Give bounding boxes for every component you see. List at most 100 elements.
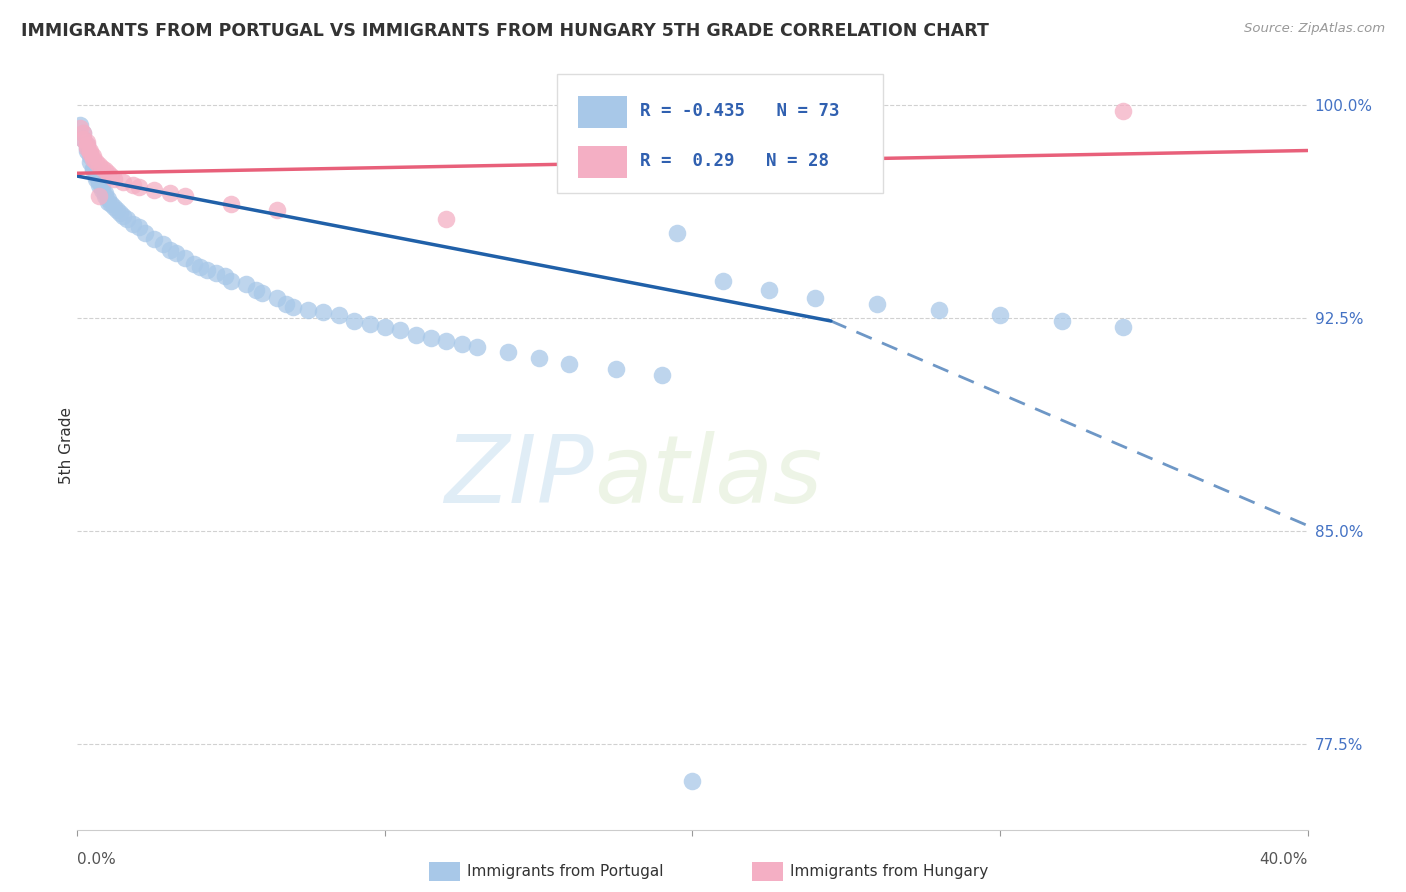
Point: [121, 218, 143, 232]
Text: Immigrants from Portugal: Immigrants from Portugal: [467, 864, 664, 879]
Point: [76, 135, 98, 149]
Point: [159, 186, 181, 201]
Point: [436, 334, 458, 348]
Point: [72, 132, 94, 146]
Point: [94, 186, 117, 201]
Point: [82, 152, 104, 166]
Point: [143, 231, 166, 245]
Point: [112, 175, 135, 189]
Point: [87, 178, 110, 192]
Point: [328, 308, 350, 322]
Point: [1112, 319, 1135, 334]
Point: [72, 127, 94, 141]
Text: 40.0%: 40.0%: [1260, 852, 1308, 867]
Point: [87, 189, 110, 203]
Point: [115, 211, 138, 226]
Text: atlas: atlas: [595, 431, 823, 522]
FancyBboxPatch shape: [557, 74, 883, 193]
Point: [82, 149, 104, 163]
Point: [94, 189, 117, 203]
Point: [711, 274, 734, 288]
Text: Immigrants from Hungary: Immigrants from Hungary: [790, 864, 988, 879]
Point: [605, 362, 627, 376]
Y-axis label: 5th Grade: 5th Grade: [59, 408, 73, 484]
Point: [204, 266, 226, 280]
Point: [214, 268, 236, 283]
Point: [359, 317, 381, 331]
Point: [297, 302, 319, 317]
Text: R =  0.29   N = 28: R = 0.29 N = 28: [640, 153, 828, 170]
Point: [112, 209, 135, 223]
Point: [159, 243, 181, 257]
Point: [250, 285, 273, 300]
Point: [988, 308, 1011, 322]
Point: [558, 357, 581, 371]
Point: [84, 169, 107, 183]
Point: [76, 141, 98, 155]
Point: [266, 291, 288, 305]
Point: [128, 220, 150, 235]
Point: [928, 302, 950, 317]
Point: [682, 774, 704, 789]
Point: [82, 161, 104, 175]
Point: [527, 351, 550, 365]
Point: [195, 263, 218, 277]
Point: [666, 226, 689, 240]
Point: [100, 169, 122, 183]
Point: [79, 146, 101, 161]
Text: 0.0%: 0.0%: [77, 852, 117, 867]
Point: [174, 252, 197, 266]
Point: [69, 120, 91, 135]
Text: IMMIGRANTS FROM PORTUGAL VS IMMIGRANTS FROM HUNGARY 5TH GRADE CORRELATION CHART: IMMIGRANTS FROM PORTUGAL VS IMMIGRANTS F…: [21, 22, 988, 40]
Point: [152, 237, 174, 252]
Point: [183, 257, 205, 271]
Point: [450, 336, 472, 351]
Point: [405, 328, 427, 343]
Point: [165, 245, 187, 260]
Point: [174, 189, 197, 203]
Point: [121, 178, 143, 192]
Point: [219, 274, 242, 288]
Point: [87, 158, 110, 172]
Point: [219, 197, 242, 211]
Point: [72, 132, 94, 146]
Point: [105, 203, 128, 218]
Point: [245, 283, 267, 297]
FancyBboxPatch shape: [578, 95, 627, 128]
Point: [420, 331, 443, 345]
FancyBboxPatch shape: [578, 146, 627, 178]
Point: [110, 206, 132, 220]
Point: [651, 368, 673, 382]
Point: [90, 183, 114, 197]
Point: [84, 172, 107, 186]
Point: [804, 291, 827, 305]
Point: [312, 305, 335, 319]
Point: [97, 166, 120, 180]
Point: [79, 144, 101, 158]
Point: [97, 194, 120, 209]
Point: [143, 183, 166, 197]
Point: [76, 137, 98, 152]
Point: [266, 203, 288, 218]
Point: [374, 319, 396, 334]
Point: [87, 175, 110, 189]
Point: [343, 314, 366, 328]
Point: [389, 322, 412, 336]
Point: [90, 180, 114, 194]
Point: [79, 149, 101, 163]
Point: [188, 260, 212, 274]
Point: [79, 154, 101, 169]
Point: [100, 197, 122, 211]
Point: [72, 127, 94, 141]
Point: [866, 297, 889, 311]
Point: [134, 226, 156, 240]
Point: [465, 340, 488, 354]
Point: [281, 300, 304, 314]
Point: [758, 283, 780, 297]
Point: [84, 154, 107, 169]
Point: [103, 172, 125, 186]
Point: [276, 297, 298, 311]
Point: [69, 118, 91, 132]
Point: [90, 161, 114, 175]
Text: Source: ZipAtlas.com: Source: ZipAtlas.com: [1244, 22, 1385, 36]
